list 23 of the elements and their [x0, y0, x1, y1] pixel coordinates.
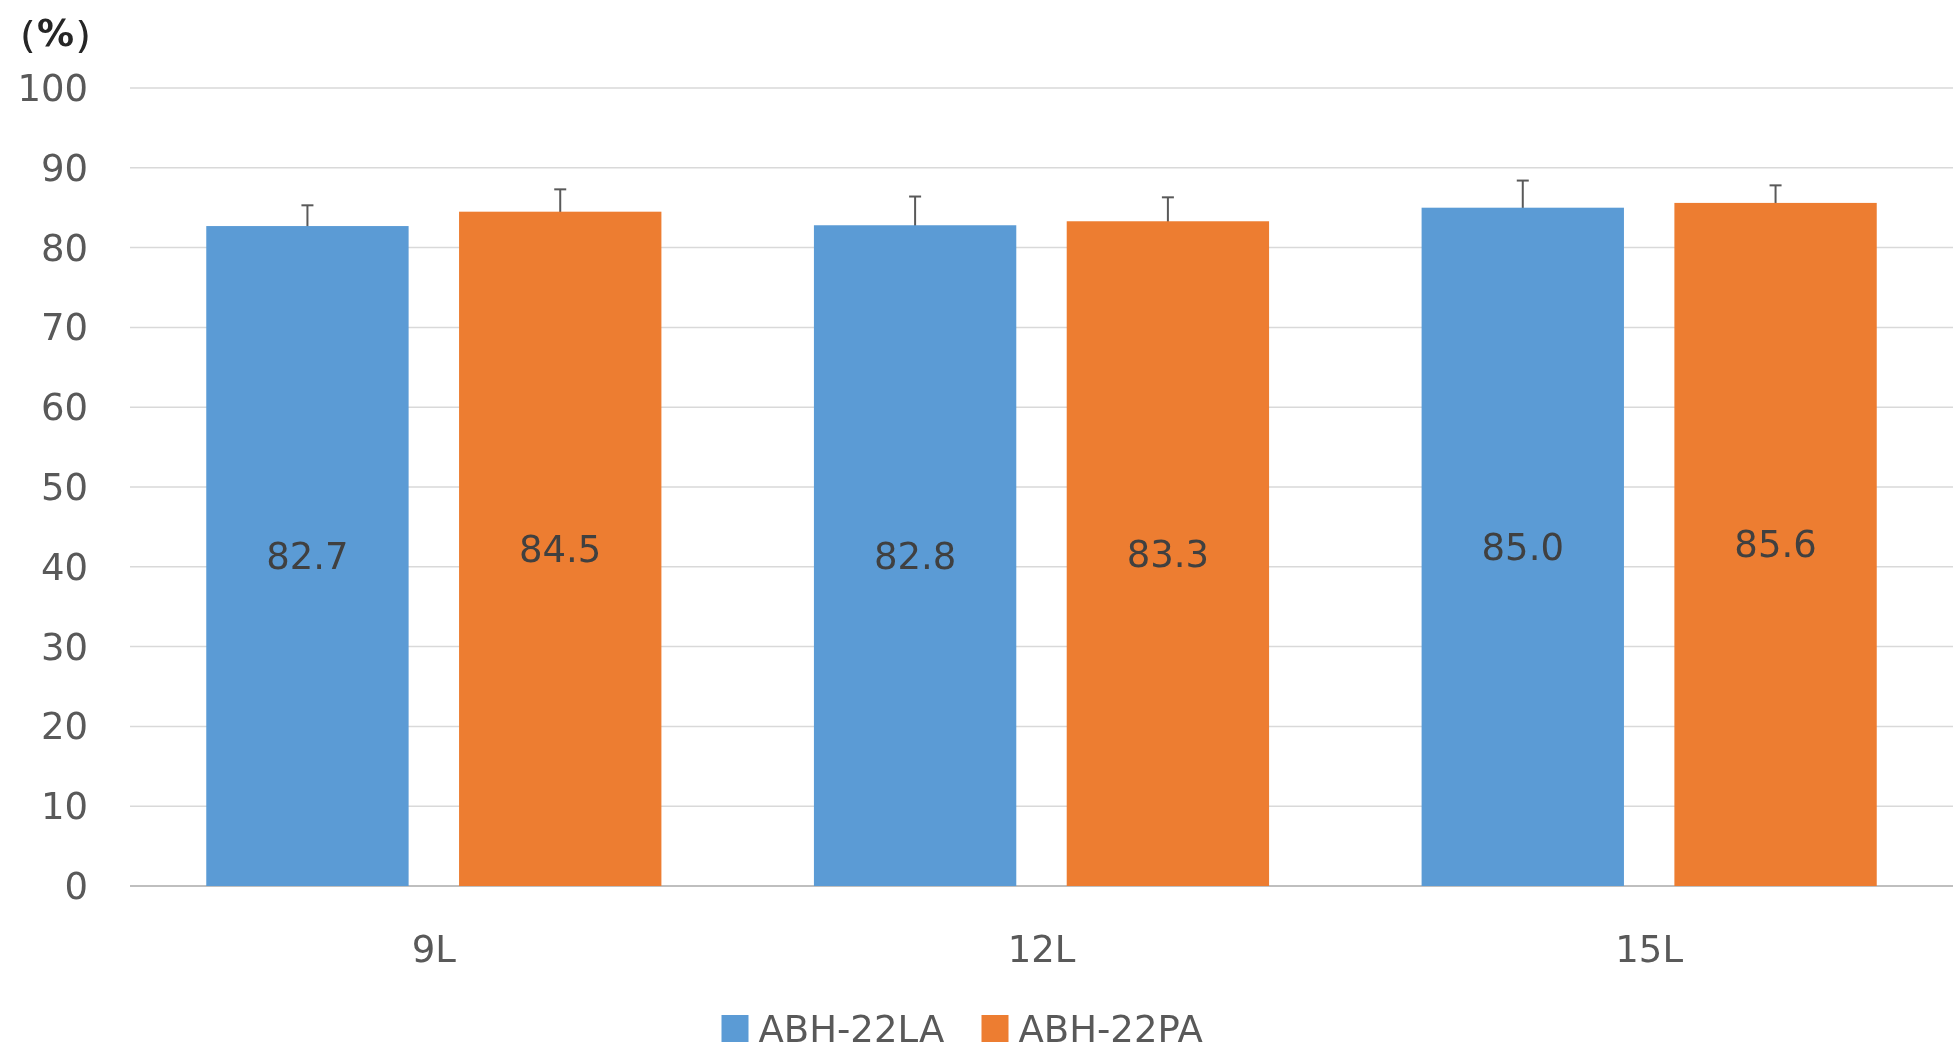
- legend-label: ABH-22LA: [758, 1008, 945, 1047]
- data-label: 82.8: [873, 534, 957, 578]
- y-tick-label: 50: [40, 466, 88, 509]
- data-label: 83.3: [1126, 532, 1210, 576]
- y-axis-title: （%）: [0, 12, 112, 55]
- x-tick-label: 9L: [411, 928, 457, 971]
- x-tick-label: 15L: [1615, 928, 1684, 971]
- x-tick-label: 12L: [1007, 928, 1076, 971]
- y-tick-label: 0: [64, 865, 88, 908]
- data-label: 84.5: [519, 527, 602, 571]
- y-tick-label: 80: [40, 226, 88, 270]
- y-tick-label: 20: [40, 705, 88, 749]
- y-tick-label: 60: [40, 386, 88, 430]
- legend-label: ABH-22PA: [1018, 1008, 1203, 1047]
- y-tick-label: 70: [40, 306, 88, 350]
- y-tick-label: 90: [40, 146, 88, 190]
- data-label: 85.6: [1734, 523, 1817, 567]
- y-tick-label: 40: [40, 545, 88, 589]
- data-label: 85.0: [1481, 525, 1564, 569]
- y-tick-label: 10: [40, 785, 88, 829]
- y-tick-label: 100: [17, 67, 88, 110]
- data-label: 82.7: [266, 535, 349, 579]
- y-tick-label: 30: [40, 625, 88, 669]
